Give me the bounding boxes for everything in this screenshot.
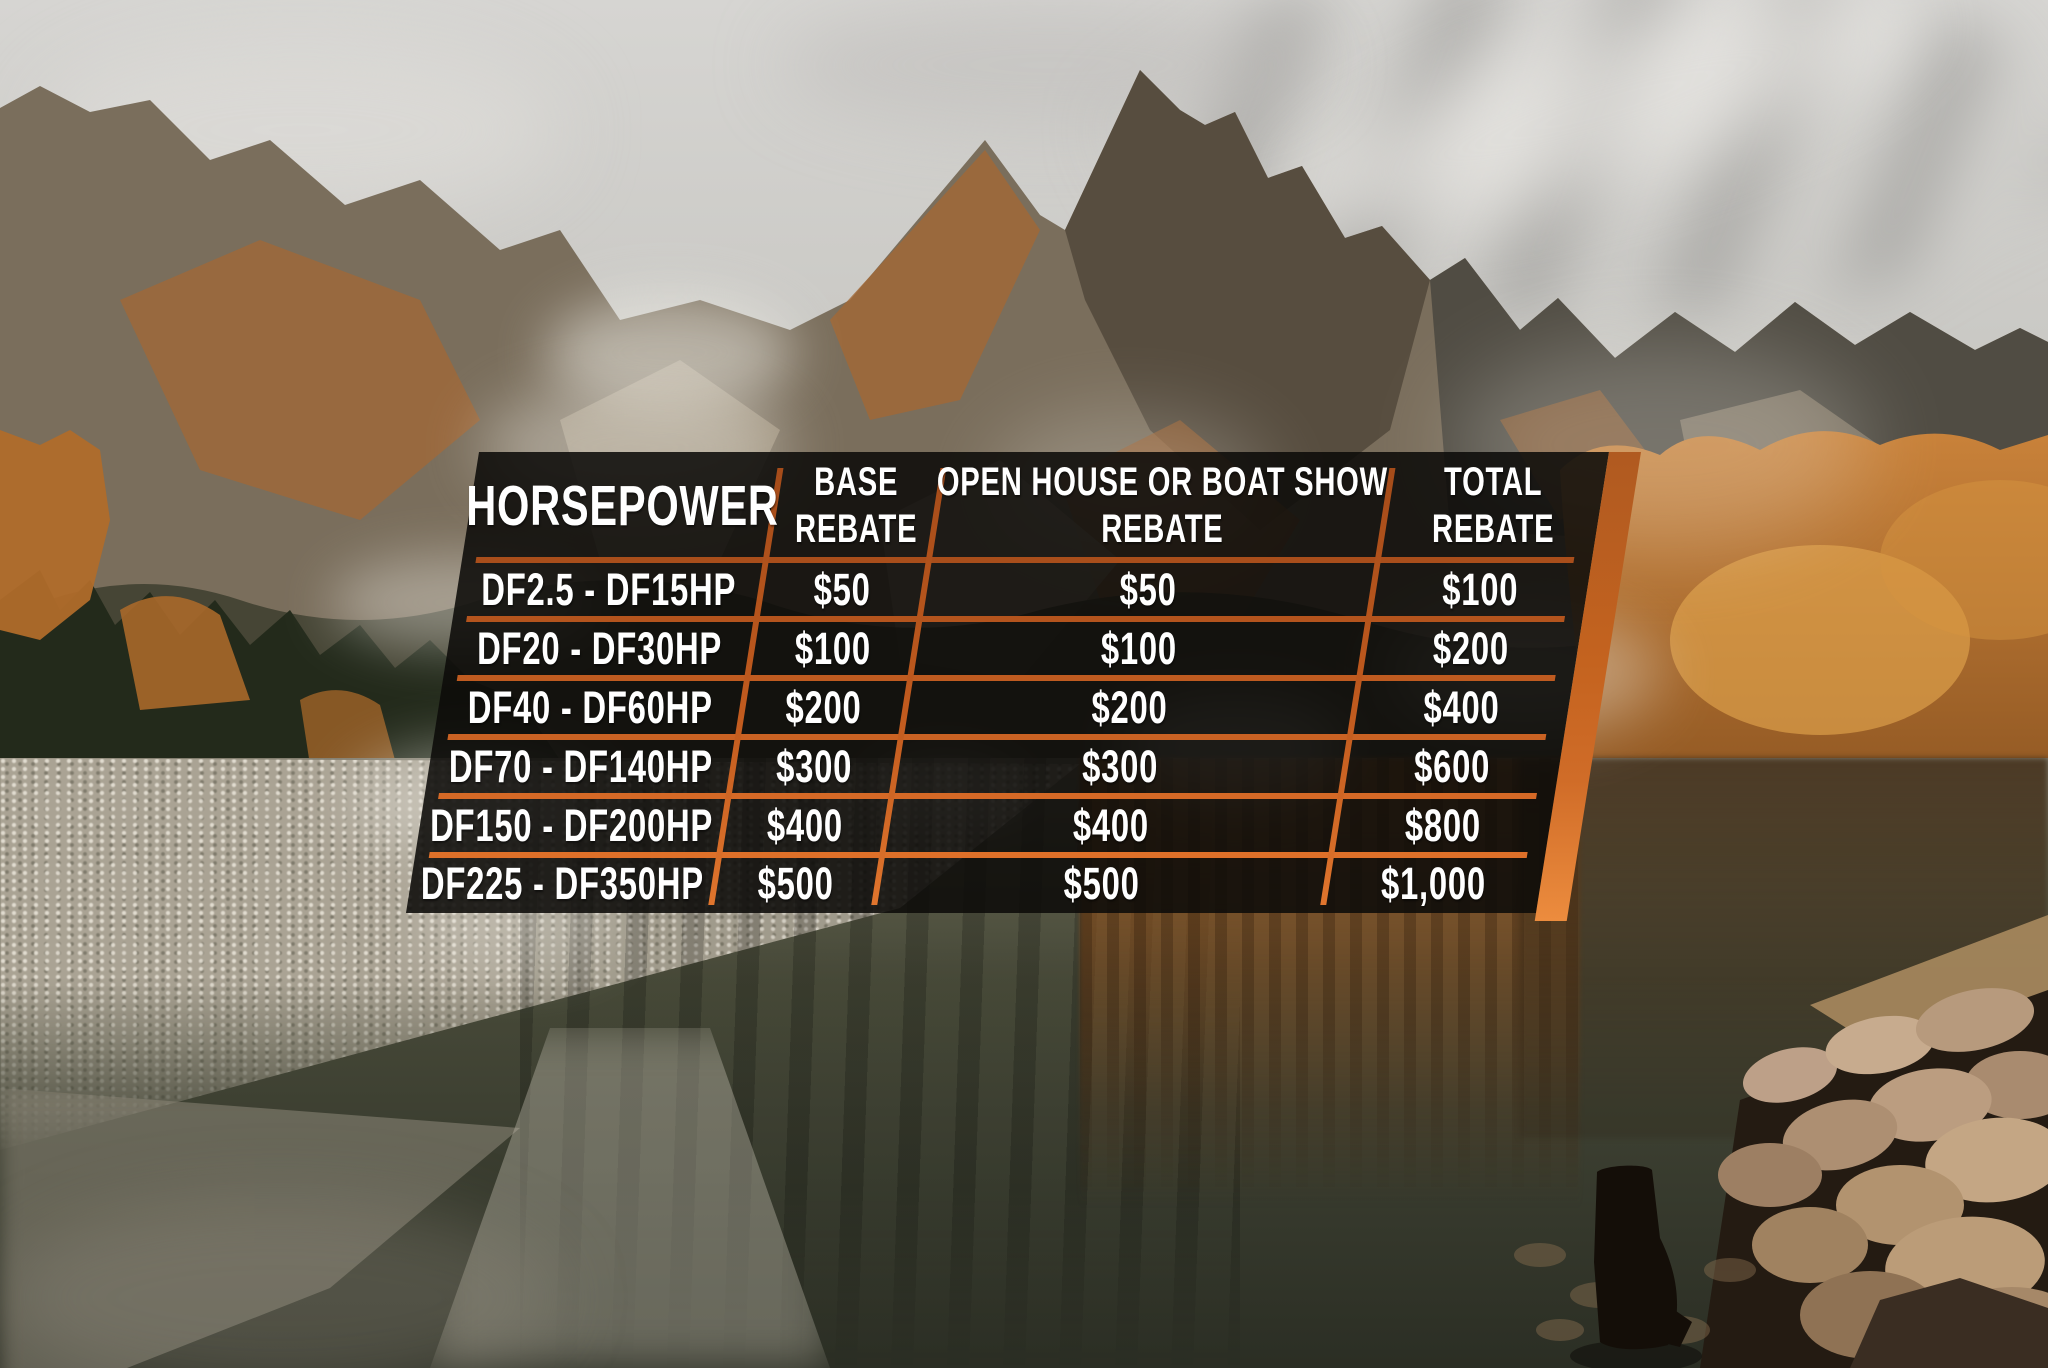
cell-base-rebate: $500 — [758, 858, 835, 909]
fog-patch — [545, 295, 795, 410]
rebate-table: HORSEPOWER BASE REBATE OPEN HOUSE OR BOAT… — [405, 452, 1641, 921]
header-label: TOTAL REBATE — [1432, 460, 1555, 551]
cell-horsepower: DF40 - DF60HP — [468, 681, 714, 733]
cell-base-rebate: $200 — [786, 681, 863, 733]
cell-total-rebate: $600 — [1414, 740, 1491, 792]
column-header-horsepower: HORSEPOWER — [462, 452, 783, 560]
cell-horsepower: DF2.5 - DF15HP — [481, 563, 737, 615]
cell-open-house-rebate: $400 — [1073, 799, 1150, 851]
cell-base-rebate: $100 — [795, 622, 872, 674]
header-label: OPEN HOUSE OR BOAT SHOW REBATE — [936, 460, 1388, 551]
cell-horsepower: DF70 - DF140HP — [449, 740, 714, 792]
cell-total-rebate: $400 — [1423, 681, 1500, 733]
cell-open-house-rebate: $200 — [1092, 681, 1169, 733]
cell-base-rebate: $50 — [814, 563, 872, 615]
cell-horsepower: DF20 - DF30HP — [477, 622, 723, 674]
cell-base-rebate: $300 — [776, 740, 853, 792]
header-label: BASE REBATE — [794, 460, 918, 551]
cell-total-rebate: $100 — [1442, 563, 1519, 615]
cell-open-house-rebate: $300 — [1082, 740, 1159, 792]
cell-total-rebate: $1,000 — [1381, 858, 1486, 909]
cell-total-rebate: $800 — [1404, 799, 1481, 851]
cell-total-rebate: $200 — [1432, 622, 1509, 674]
column-header-open-house-rebate: OPEN HOUSE OR BOAT SHOW REBATE — [929, 452, 1395, 560]
column-header-total-rebate: TOTAL REBATE — [1378, 452, 1609, 560]
column-header-base-rebate: BASE REBATE — [766, 452, 946, 560]
header-label: HORSEPOWER — [466, 474, 779, 538]
water-light-patch — [0, 1198, 560, 1368]
cell-horsepower: DF150 - DF200HP — [430, 799, 714, 851]
cell-open-house-rebate: $50 — [1120, 563, 1178, 615]
cloud-mid-patch — [780, 0, 1320, 130]
cell-base-rebate: $400 — [767, 799, 844, 851]
tree-stump — [1594, 1165, 1678, 1350]
cell-horsepower: DF225 - DF350HP — [421, 858, 705, 909]
cell-open-house-rebate: $500 — [1064, 858, 1141, 909]
cell-open-house-rebate: $100 — [1101, 622, 1178, 674]
